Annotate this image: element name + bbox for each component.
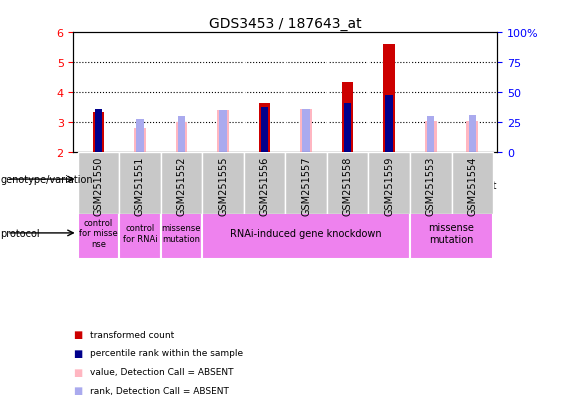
Bar [134,129,146,153]
Text: value, Detection Call = ABSENT: value, Detection Call = ABSENT [90,367,234,376]
Text: ■: ■ [73,330,82,339]
Text: wildtype: wildtype [95,175,143,185]
Bar [219,111,227,153]
Bar [119,153,160,215]
Bar [217,111,229,153]
Text: ■: ■ [73,385,82,395]
Text: transformed count: transformed count [90,330,175,339]
Text: GSM251554: GSM251554 [467,156,477,215]
Bar [385,96,393,153]
Text: GSM251553: GSM251553 [426,156,436,215]
Text: GSM251557: GSM251557 [301,156,311,215]
Text: GSM251550: GSM251550 [93,156,103,215]
Text: control
for RNAi: control for RNAi [123,224,157,243]
Bar [178,117,185,153]
Bar [261,107,268,153]
Title: GDS3453 / 187643_at: GDS3453 / 187643_at [209,17,362,31]
Bar [410,154,451,205]
Bar [244,153,285,215]
Bar [342,83,354,153]
Bar [468,115,476,153]
Text: GSM251555: GSM251555 [218,156,228,215]
Bar [425,121,437,153]
Text: ■: ■ [73,348,82,358]
Bar [302,109,310,153]
Text: protocol: protocol [1,228,40,238]
Bar [427,117,434,153]
Text: complex
II mutant: complex II mutant [408,169,453,190]
Bar [259,103,271,153]
Bar [300,109,312,153]
Text: GSM251559: GSM251559 [384,156,394,215]
Bar [93,112,104,153]
Bar [136,120,144,153]
Text: percentile rank within the sample: percentile rank within the sample [90,349,244,358]
Bar [327,153,368,215]
Text: GSM251558: GSM251558 [342,156,353,215]
Text: RNAi-induced gene knockdown: RNAi-induced gene knockdown [231,228,382,238]
Bar [119,208,160,259]
Bar [202,208,410,259]
Bar [285,153,327,215]
Text: missense
mutation: missense mutation [162,224,201,243]
Text: ■: ■ [73,367,82,377]
Bar [77,208,119,259]
Text: genotype/variation: genotype/variation [1,175,93,185]
Bar [202,153,244,215]
Bar [451,153,493,215]
Bar [467,121,478,153]
Bar [451,154,493,205]
Bar [384,45,395,153]
Bar [95,109,102,153]
Bar [176,123,187,153]
Bar [344,103,351,153]
Text: GSM251551: GSM251551 [135,156,145,215]
Text: rank, Detection Call = ABSENT: rank, Detection Call = ABSENT [90,386,229,395]
Bar [160,154,410,205]
Bar [368,153,410,215]
Text: GSM251556: GSM251556 [259,156,270,215]
Bar [410,153,451,215]
Bar [77,153,119,215]
Text: control
for misse
nse: control for misse nse [79,218,118,248]
Bar [160,153,202,215]
Bar [410,208,493,259]
Bar [77,154,160,205]
Bar [160,208,202,259]
Text: complex
III mutant: complex III mutant [449,169,496,190]
Text: missense
mutation: missense mutation [429,223,475,244]
Text: complex I mutant: complex I mutant [236,175,334,185]
Text: GSM251552: GSM251552 [176,156,186,215]
